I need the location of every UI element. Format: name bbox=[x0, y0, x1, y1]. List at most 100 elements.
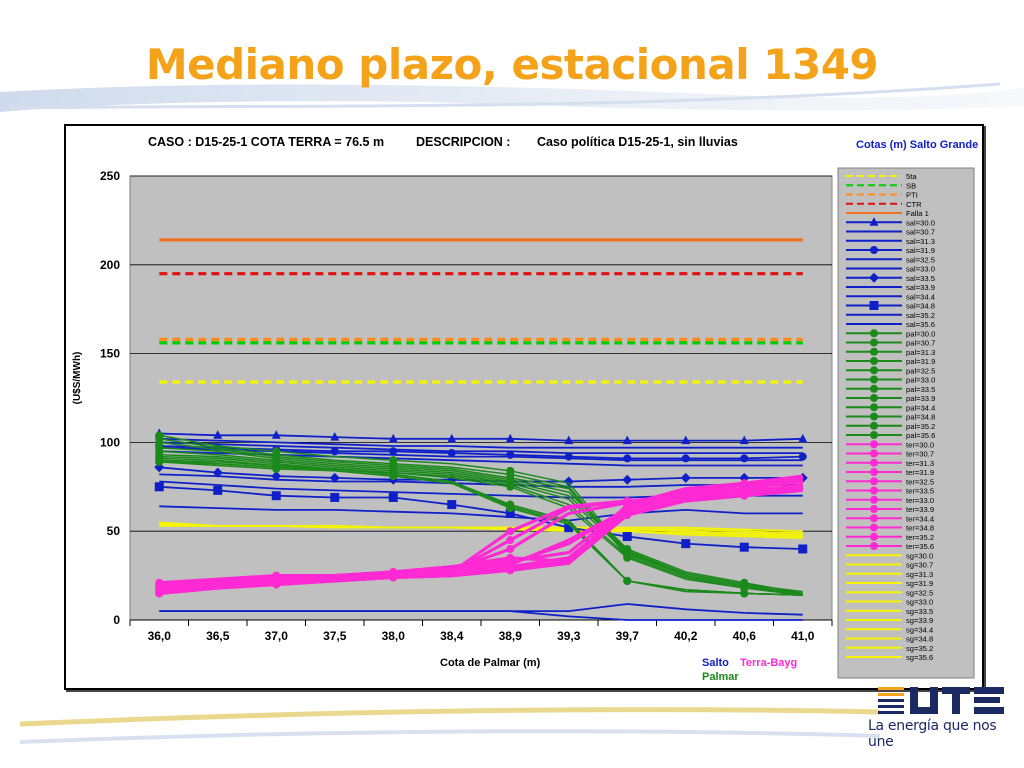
marker-square bbox=[213, 485, 223, 495]
marker-square bbox=[388, 492, 398, 502]
legend-label: sal=33.9 bbox=[906, 283, 935, 292]
marker-circle bbox=[389, 447, 398, 456]
legend-label: sg=32.5 bbox=[906, 588, 933, 597]
marker-square bbox=[739, 542, 749, 552]
marker-triangle bbox=[739, 435, 749, 445]
marker-circle bbox=[870, 477, 878, 486]
series-line bbox=[159, 432, 803, 442]
marker-circle bbox=[870, 458, 878, 467]
marker-circle bbox=[272, 465, 281, 474]
marker-circle bbox=[740, 491, 749, 500]
legend-label: pal=33.0 bbox=[906, 376, 935, 385]
legend-label: sal=35.6 bbox=[906, 320, 935, 329]
legend-label: sal=34.8 bbox=[906, 302, 935, 311]
legend-label: SB bbox=[906, 181, 916, 190]
chart-frame: CASO : D15-25-1 COTA TERRA = 76.5 m DESC… bbox=[64, 124, 984, 690]
x-tick-label: 37,5 bbox=[323, 629, 347, 643]
legend-label: ter=35.2 bbox=[906, 533, 934, 542]
marker-diamond bbox=[680, 472, 691, 483]
legend-label: sg=30.7 bbox=[906, 561, 933, 570]
series-line bbox=[159, 455, 803, 596]
marker-circle bbox=[870, 532, 878, 541]
marker-circle bbox=[447, 449, 456, 458]
marker-circle bbox=[740, 454, 749, 463]
marker-circle bbox=[870, 542, 878, 550]
legend-label: sal=32.5 bbox=[906, 255, 935, 264]
marker-circle bbox=[870, 514, 878, 523]
marker-circle bbox=[681, 454, 690, 463]
series-line bbox=[159, 487, 803, 595]
legend-label: pal=34.4 bbox=[906, 403, 935, 412]
legend-label: sg=33.5 bbox=[906, 607, 933, 616]
legend-label: sg=34.8 bbox=[906, 635, 933, 644]
series-line bbox=[159, 603, 803, 616]
legend-label: sal=33.0 bbox=[906, 265, 935, 274]
legend-label: ter=31.9 bbox=[906, 468, 934, 477]
marker-circle bbox=[870, 505, 878, 513]
legend-label: sg=35.6 bbox=[906, 653, 933, 662]
x-tick-label: 36,5 bbox=[206, 629, 230, 643]
marker-circle bbox=[272, 580, 281, 589]
marker-circle bbox=[155, 457, 164, 466]
marker-circle bbox=[870, 375, 878, 384]
marker-circle bbox=[870, 468, 878, 476]
marker-diamond bbox=[212, 467, 223, 478]
legend-label: ter=33.5 bbox=[906, 487, 934, 496]
marker-circle bbox=[798, 452, 807, 461]
plot-area: 0 50 100 150 200 250 36,0 36,5 37,0 37,5 38,0 38,4 3… bbox=[100, 169, 833, 643]
marker-triangle bbox=[622, 435, 632, 445]
ute-logo bbox=[878, 687, 1004, 714]
x-axis-label: Cota de Palmar (m) bbox=[440, 657, 541, 669]
legend-label: pal=34.8 bbox=[906, 413, 935, 422]
legend-label: pal=31.9 bbox=[906, 357, 935, 366]
y-tick-label: 0 bbox=[113, 613, 120, 627]
marker-square bbox=[869, 301, 879, 310]
marker-triangle bbox=[330, 432, 340, 441]
x-tick-label: 38,4 bbox=[440, 629, 464, 643]
legend-label: sal=30.0 bbox=[906, 218, 935, 227]
y-tick-label: 250 bbox=[100, 169, 120, 183]
marker-square bbox=[447, 500, 457, 510]
marker-triangle bbox=[505, 433, 515, 443]
marker-circle bbox=[623, 497, 632, 506]
marker-circle bbox=[506, 544, 515, 553]
x-tick-label: 39,3 bbox=[557, 629, 581, 643]
chart: CASO : D15-25-1 COTA TERRA = 76.5 m DESC… bbox=[72, 135, 978, 683]
marker-circle bbox=[506, 450, 515, 459]
marker-circle bbox=[623, 454, 632, 463]
legend-label: pal=30.0 bbox=[906, 329, 935, 338]
legend-label: ter=32.5 bbox=[906, 477, 934, 486]
chart-header-descripcion: DESCRIPCION : bbox=[416, 135, 510, 149]
marker-square bbox=[271, 491, 281, 501]
marker-circle bbox=[870, 329, 878, 338]
marker-circle bbox=[389, 573, 398, 582]
marker-circle bbox=[870, 431, 878, 439]
marker-square bbox=[154, 482, 164, 492]
x-tick-label: 41,0 bbox=[791, 629, 815, 643]
marker-circle bbox=[506, 482, 515, 491]
marker-square bbox=[622, 532, 632, 542]
series-line bbox=[159, 485, 803, 550]
series-line bbox=[159, 454, 803, 596]
marker-circle bbox=[870, 486, 878, 495]
marker-triangle bbox=[798, 433, 808, 443]
series-line bbox=[159, 473, 803, 488]
legend-label: ter=30.0 bbox=[906, 440, 934, 449]
legend-label: pal=33.9 bbox=[906, 394, 935, 403]
marker-diamond bbox=[563, 476, 574, 487]
marker-circle bbox=[870, 357, 878, 365]
marker-triangle bbox=[271, 430, 281, 439]
legend-label: sg=34.4 bbox=[906, 625, 933, 634]
marker-circle bbox=[870, 394, 878, 402]
marker-circle bbox=[870, 338, 878, 347]
marker-diamond bbox=[329, 472, 340, 483]
marker-circle bbox=[870, 449, 878, 458]
bottom-label-terra: Terra-Bayg bbox=[740, 657, 797, 669]
marker-circle bbox=[506, 566, 515, 575]
marker-square bbox=[505, 508, 515, 518]
marker-triangle bbox=[564, 435, 574, 445]
legend-label: ter=33.9 bbox=[906, 505, 934, 514]
series-line bbox=[159, 479, 803, 590]
y-tick-label: 50 bbox=[107, 524, 121, 538]
y-tick-label: 100 bbox=[100, 435, 120, 449]
